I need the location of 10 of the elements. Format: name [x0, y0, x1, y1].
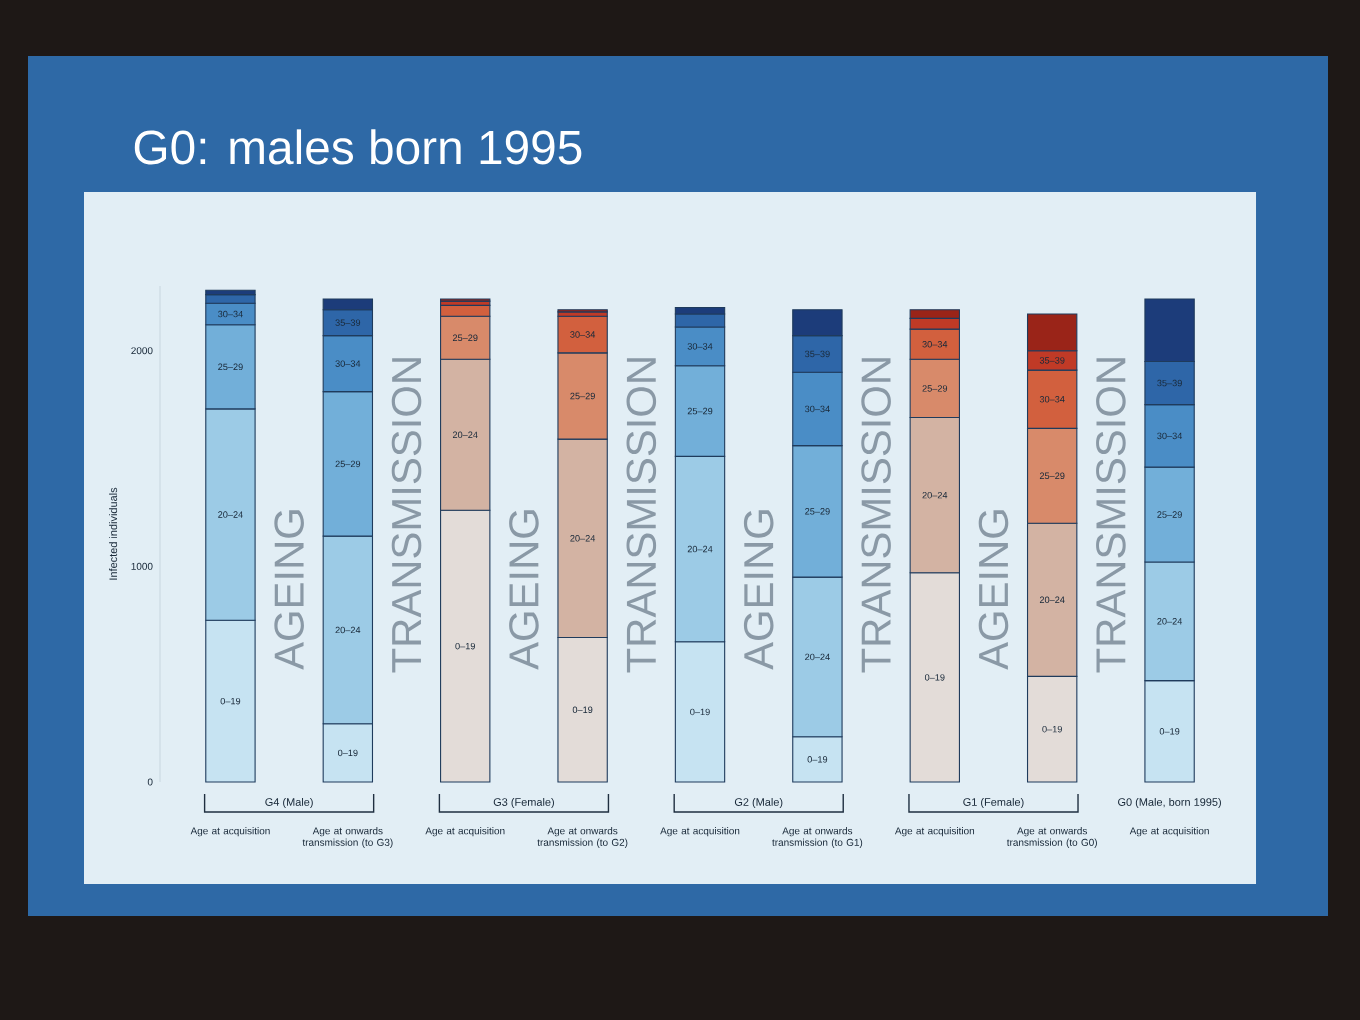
chart-title: G0: males born 1995	[134, 129, 582, 165]
annotation: TRANSMISSION	[391, 358, 422, 673]
annotation: AGEING	[978, 510, 1009, 670]
bar	[205, 289, 256, 296]
annotation: AGEING	[743, 510, 774, 670]
annotation: TRANSMISSION	[861, 358, 891, 673]
annotation: AGEING	[274, 510, 304, 670]
annotation: AGEING	[509, 510, 539, 670]
annotation: TRANSMISSION	[626, 358, 657, 673]
annotation: TRANSMISSION	[1096, 358, 1126, 673]
